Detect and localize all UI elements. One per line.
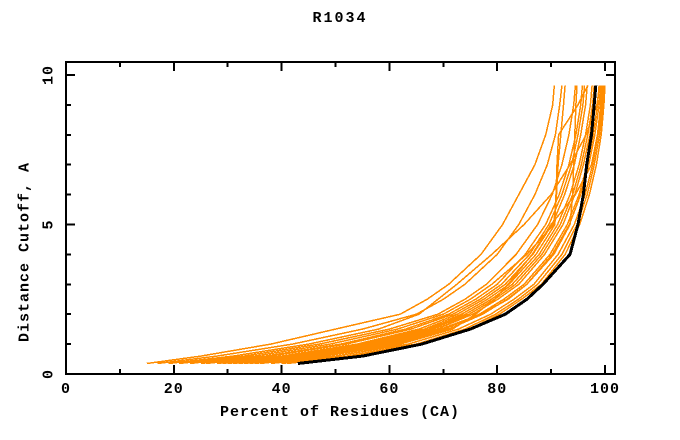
model-curve	[281, 85, 605, 365]
x-tick-label: 100	[590, 381, 620, 398]
model-curve	[222, 85, 589, 365]
y-axis-label: Distance Cutoff, A	[16, 161, 34, 343]
model-curve	[243, 85, 578, 365]
best-model-curve	[297, 85, 598, 365]
x-tick-label: 60	[379, 381, 399, 398]
model-curve	[249, 85, 600, 365]
x-tick-label: 20	[164, 381, 184, 398]
model-curve	[168, 85, 601, 365]
model-curve	[206, 85, 586, 365]
x-tick-label: 0	[61, 381, 71, 398]
model-curve	[270, 85, 604, 365]
model-curve	[189, 85, 566, 365]
model-curve	[238, 85, 597, 365]
x-tick-label: 40	[272, 381, 292, 398]
y-tick-label: 5	[40, 219, 57, 229]
x-tick-label: 80	[487, 381, 507, 398]
model-curve	[233, 85, 595, 365]
model-curve	[254, 85, 602, 365]
y-tick-label: 10	[40, 65, 57, 85]
plot-title: R1034	[312, 10, 368, 27]
y-tick-label: 0	[40, 369, 57, 379]
model-curve	[157, 85, 563, 365]
model-curve	[146, 85, 556, 365]
plot-frame	[65, 61, 616, 375]
model-curve	[227, 85, 593, 365]
x-axis-label: Percent of Residues (CA)	[219, 404, 461, 421]
model-curve	[179, 85, 577, 365]
model-curve	[216, 85, 588, 365]
